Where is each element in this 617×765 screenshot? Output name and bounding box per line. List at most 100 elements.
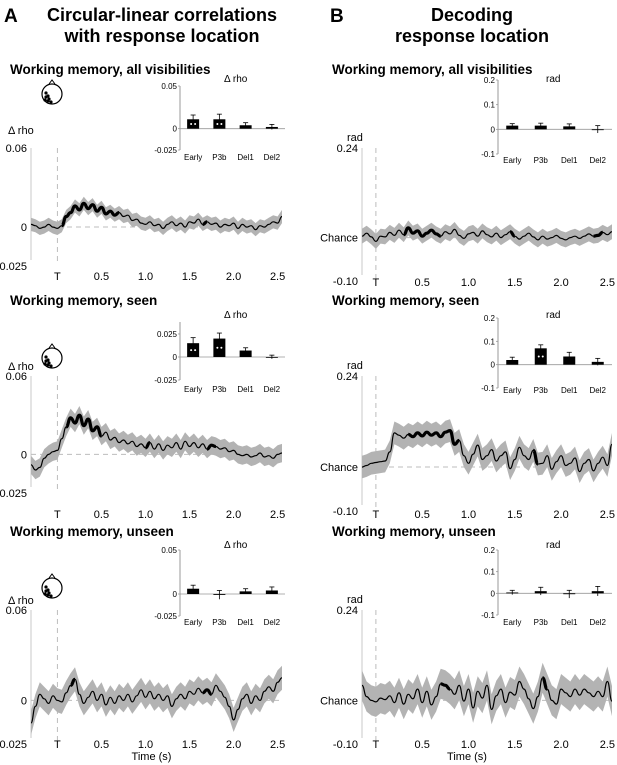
inset-significance-dot [220,122,223,125]
x-tick-label: 1.5 [507,277,522,289]
significant-segment [440,682,451,691]
inset-y-tick-label: 0.025 [157,330,178,339]
x-tick-label: 2.0 [226,509,241,521]
inset-y-tick-label: 0.1 [484,101,496,110]
sensor-dot [44,91,48,95]
inset-significance-dot [190,122,193,125]
inset-y-tick-label: 0 [173,590,178,599]
error-band [362,662,612,725]
inset-significance-dot [216,346,219,349]
y-tick-label: 0 [21,695,27,707]
x-tick-label: 1.0 [461,277,476,289]
significant-segment [509,230,516,238]
inset-title: Δ rho [224,540,248,551]
column-a-title-line2: with response location [63,26,259,46]
inset-bar-chart: rad 0.2 0.1 0 -0.1 Early P3b Del1 Del2 [481,540,612,627]
significant-segment [61,201,120,228]
inset-y-tick-label: 0.1 [484,568,496,577]
inset-y-tick-label: -0.1 [481,150,495,159]
inset-significance-dot [194,349,197,352]
inset-title: rad [546,74,560,85]
inset-y-tick-label: 0 [491,589,496,598]
inset-category-label: Early [184,618,202,627]
inset-category-label: Del1 [561,386,578,395]
x-tick-label: T [54,509,61,521]
significant-segment [403,226,441,238]
y-tick-label: 0.06 [6,143,27,155]
inset-y-tick-label: 0 [173,353,178,362]
x-tick-label: 0.5 [94,509,109,521]
y-tick-label: 0.06 [6,605,27,617]
panel-title: Working memory, unseen [10,524,174,539]
inset-category-label: P3b [534,156,549,165]
significant-segment [202,688,212,696]
x-tick-label: 1.0 [138,509,153,521]
x-tick-label: T [373,509,380,521]
head-outline [41,347,63,369]
column-b-title-line1: Decoding [431,5,513,25]
panel-title: Working memory, seen [10,293,157,308]
x-tick-label: 2.5 [600,739,615,751]
inset-y-tick-label: 0.2 [484,76,496,85]
y-tick-label: Chance [320,233,358,245]
inset-category-label: Del2 [590,156,607,165]
inset-title: rad [546,540,560,551]
inset-y-tick-label: -0.025 [154,146,177,155]
sensor-dot [44,95,48,99]
inset-category-label: P3b [212,385,227,394]
mean-line [361,677,613,711]
inset-category-label: Del1 [237,153,254,162]
x-tick-label: 2.5 [600,277,615,289]
x-tick-label: 1.5 [507,509,522,521]
x-tick-label: 2.5 [270,739,285,751]
inset-category-label: Del2 [264,153,281,162]
inset-title: Δ rho [224,310,248,321]
sensor-dot [49,100,53,104]
sensor-dot [46,363,50,367]
significant-segment [593,230,603,238]
inset-category-label: P3b [212,153,227,162]
x-tick-label: 0.5 [94,739,109,751]
x-tick-label: 2.0 [553,277,568,289]
sensor-dot [49,364,53,368]
nose-mark [48,573,56,579]
inset-category-label: P3b [534,386,549,395]
y-tick-label: 0.24 [337,605,358,617]
inset-y-tick-label: -0.1 [481,384,495,393]
inset-significance-dot [220,346,223,349]
inset-y-tick-label: 0.2 [484,314,496,323]
y-tick-label: -0.10 [333,506,358,518]
mean-line [361,429,613,473]
y-tick-label: -0.025 [0,488,27,500]
inset-y-tick-label: 0.05 [161,82,177,91]
significant-segment [202,220,208,226]
y-tick-label: 0 [21,222,27,234]
panel-title: Working memory, all visibilities [10,62,211,77]
x-tick-label: T [54,271,61,283]
x-axis-label: Time (s) [132,751,172,763]
column-a-letter: A [4,6,18,27]
y-tick-label: -0.025 [0,261,27,273]
inset-category-label: Early [184,385,202,394]
inset-bar-chart: rad 0.2 0.1 0 -0.1 Early P3b Del1 Del2 [481,310,612,395]
x-tick-label: 1.0 [138,739,153,751]
y-tick-label: 0.24 [337,143,358,155]
significant-segment [70,677,76,687]
error-band [362,419,612,483]
sensor-dot [44,355,48,359]
inset-category-label: Del2 [590,618,607,627]
x-tick-label: 1.0 [138,271,153,283]
y-axis-label: rad [347,360,363,372]
inset-y-tick-label: -0.1 [481,611,495,620]
y-axis-label: Δ rho [8,595,34,607]
x-tick-label: 2.5 [270,271,285,283]
x-tick-label: T [54,739,61,751]
head-topography-icon [41,343,63,369]
inset-category-label: Early [503,618,521,627]
x-tick-label: 2.5 [270,509,285,521]
nose-mark [48,79,56,85]
inset-title: Δ rho [224,74,248,85]
y-axis-label: Δ rho [8,125,34,137]
